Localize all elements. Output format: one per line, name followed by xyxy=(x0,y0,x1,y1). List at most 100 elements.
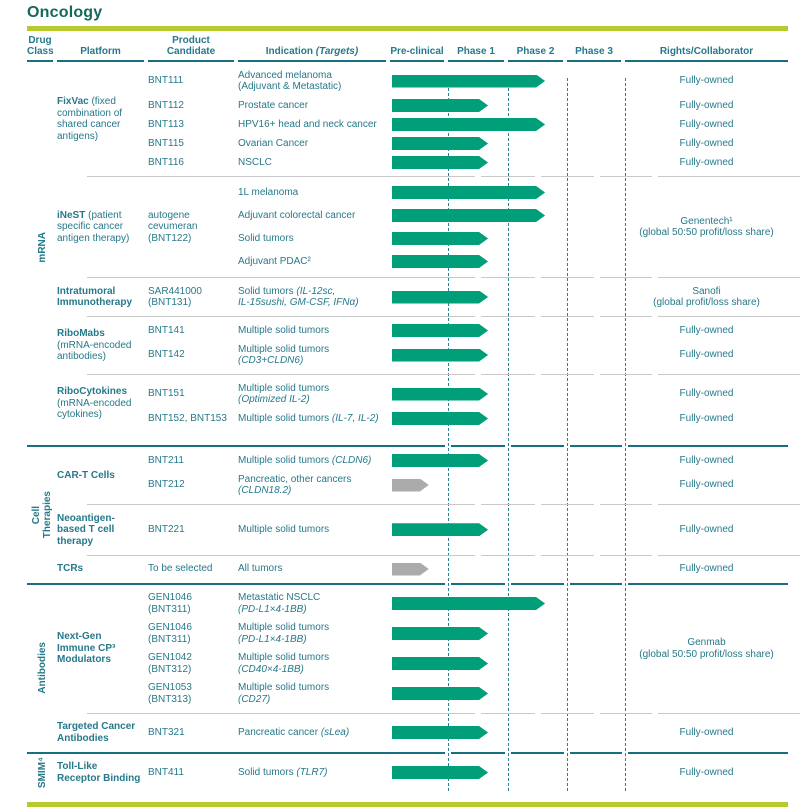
platform-name: Targeted Cancer Antibodies xyxy=(57,721,136,744)
phase-progress-arrow xyxy=(392,291,488,304)
phase-progress-arrow xyxy=(392,232,488,245)
indication-line: (PD-L1×4-1BB) xyxy=(238,634,384,646)
product-candidate-cell: GEN1046 (BNT311) xyxy=(148,592,192,615)
indication-text: Multiple solid tumors xyxy=(238,682,330,693)
indication-line: (CD3+CLDN6) xyxy=(238,355,384,367)
header-indication: Indication (Targets) xyxy=(238,46,386,62)
phase-track-cell xyxy=(390,409,625,428)
platform-name: RiboCytokines xyxy=(57,386,128,398)
platform-group: Targeted Cancer Antibodies BNT321 Pancreat… xyxy=(57,714,788,752)
indication-line: 1L melanoma xyxy=(238,187,384,199)
phase-track-cell xyxy=(390,153,625,172)
indication-cell: NSCLC xyxy=(238,153,390,172)
rights-cell: Fully-owned xyxy=(679,324,734,336)
phase-track-cell xyxy=(390,379,625,409)
top-accent-bar xyxy=(27,26,788,31)
rights-cell: Fully-owned xyxy=(679,479,734,491)
phase-progress-arrow xyxy=(392,523,488,536)
rights-group-cell: Sanofi (global profit/loss share) xyxy=(625,282,788,312)
indication-text: Pancreatic, other cancers xyxy=(238,473,352,485)
platform-cell: RiboCytokines (mRNA-encoded cytokines) xyxy=(57,386,132,421)
indication-cell: Advanced melanoma (Adjuvant & Metastatic) xyxy=(238,66,390,96)
indication-line: Multiple solid tumors xyxy=(238,383,384,395)
platform-cell: Neoantigen-based T cell therapy xyxy=(57,509,148,551)
rights-cell: Fully-owned xyxy=(679,156,734,168)
phase-track-cell xyxy=(390,758,625,788)
header-product-candidate: Product Candidate xyxy=(148,35,234,62)
phase-track-cell xyxy=(390,718,625,748)
phase-progress-arrow xyxy=(392,186,545,199)
indication-cell: Multiple solid tumors (Optimized IL-2) xyxy=(238,379,390,409)
product-candidate-cell: BNT111 xyxy=(148,75,184,87)
indication-target-text: (CD3+CLDN6) xyxy=(238,355,304,366)
phase-track-cell xyxy=(390,115,625,134)
drug-class-label: Antibodies xyxy=(36,642,48,694)
indication-text: All tumors xyxy=(238,563,283,575)
indication-target-text: (CLDN18.2) xyxy=(238,485,292,496)
indication-line: Metastatic NSCLC xyxy=(238,592,384,604)
indication-text: Adjuvant PDAC² xyxy=(238,255,311,267)
platform-group: Next-Gen Immune CP³ Modulators GEN1046 (B… xyxy=(57,585,788,713)
platform-cell: Intratumoral Immunotherapy xyxy=(57,282,148,312)
phase-track-cell xyxy=(390,509,625,551)
phase-progress-arrow xyxy=(392,255,488,268)
indication-text: Prostate cancer xyxy=(238,99,309,111)
drug-class-section: SMIM⁴ Toll-Like Receptor Binding BNT411 Sol… xyxy=(27,751,788,792)
product-candidate-cell: BNT112 xyxy=(148,99,184,111)
platform-group: Toll-Like Receptor Binding BNT411 Solid tu… xyxy=(57,754,788,792)
drug-class-label-cell: mRNA xyxy=(27,62,57,432)
section-divider-line xyxy=(27,445,788,447)
indication-cell: Adjuvant colorectal cancer xyxy=(238,206,390,225)
product-candidate-cell: BNT142 xyxy=(148,349,185,361)
indication-target-text: (CD40×4-1BB) xyxy=(238,663,304,675)
phase-progress-arrow xyxy=(392,324,488,337)
section-body: Cell Therapies CAR-T Cells BNT211 Multiple … xyxy=(27,447,800,583)
indication-cell: Multiple solid tumors xyxy=(238,321,390,340)
phase-track-cell xyxy=(390,227,625,250)
group-divider-line xyxy=(87,176,800,177)
indication-text: NSCLC xyxy=(238,156,272,168)
drug-class-section: Antibodies Next-Gen Immune CP³ Modulators… xyxy=(27,582,800,752)
platform-cell: TCRs xyxy=(57,560,148,579)
header-indication-text: Indication xyxy=(265,46,316,57)
indication-cell: Solid tumors xyxy=(238,229,390,248)
platform-group: Neoantigen-based T cell therapy BNT221 Mul… xyxy=(57,505,788,555)
platform-cell: CAR-T Cells xyxy=(57,466,148,485)
platform-group: CAR-T Cells BNT211 Multiple solid tumors (… xyxy=(57,447,788,504)
indication-line: Solid tumors xyxy=(238,233,384,245)
rights-cell: Fully-owned xyxy=(679,412,734,424)
indication-line: Multiple solid tumors xyxy=(238,652,384,664)
rights-line: (global 50:50 profit/loss share) xyxy=(639,648,774,660)
rights-line: Sanofi xyxy=(692,285,721,297)
indication-line: Adjuvant colorectal cancer xyxy=(238,210,384,222)
phase-progress-arrow xyxy=(392,388,488,401)
platform-cell: FixVac (fixed combination of shared canc… xyxy=(57,96,123,142)
header-phase2: Phase 2 xyxy=(508,46,563,62)
indication-text: Multiple solid tumors xyxy=(238,324,330,336)
indication-target-text: (Optimized IL-2) xyxy=(238,394,310,405)
group-divider-line xyxy=(87,554,800,556)
indication-text: Adjuvant colorectal cancer xyxy=(238,209,356,221)
drug-class-label: mRNA xyxy=(36,231,48,263)
group-divider-line xyxy=(87,277,800,278)
platform-name: FixVac xyxy=(57,96,89,107)
phase-progress-arrow xyxy=(392,454,488,467)
indication-cell: Solid tumors (TLR7) xyxy=(238,763,390,782)
indication-line: Multiple solid tumors xyxy=(238,622,384,634)
indication-text: Multiple solid tumors xyxy=(238,382,330,394)
group-divider-line xyxy=(87,374,800,375)
phase-divider-line xyxy=(567,78,568,791)
phase-progress-arrow xyxy=(392,156,488,169)
indication-target-text: (TLR7) xyxy=(296,766,328,778)
phase-divider-line xyxy=(448,78,449,791)
indication-text: Multiple solid tumors xyxy=(238,622,330,633)
indication-line: Pancreatic cancer (sLea) xyxy=(238,727,384,739)
rights-line: (global profit/loss share) xyxy=(653,297,760,308)
indication-line: Multiple solid tumors xyxy=(238,325,384,337)
indication-line: IL-15sushi, GM-CSF, IFNα) xyxy=(238,297,384,309)
indication-text: (Adjuvant & Metastatic) xyxy=(238,81,342,92)
indication-line: Multiple solid tumors (CLDN6) xyxy=(238,455,384,467)
indication-line: (CLDN18.2) xyxy=(238,485,384,497)
header-drug-class: Drug Class xyxy=(27,35,54,62)
